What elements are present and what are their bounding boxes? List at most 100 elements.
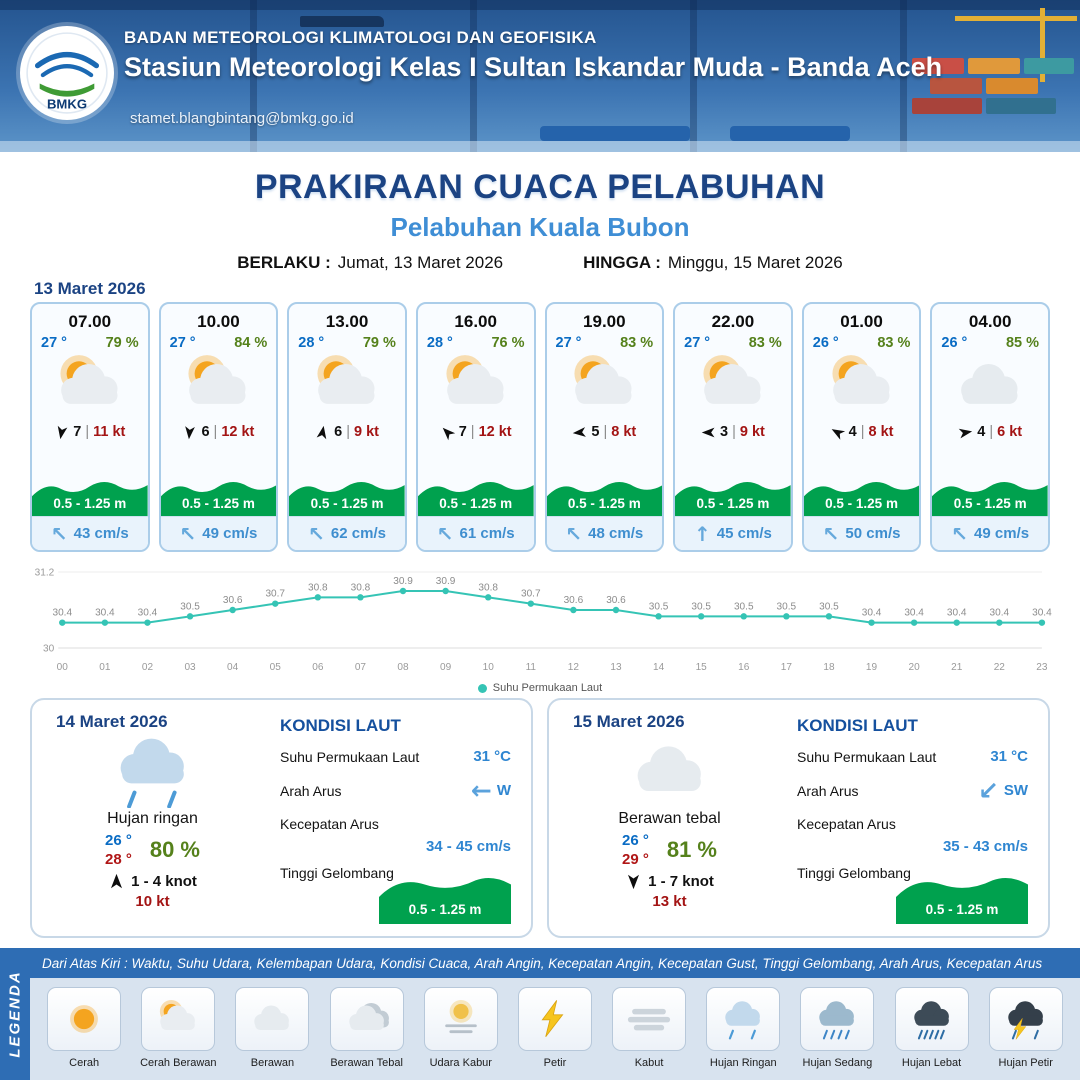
wind-row: 3 | 9 kt <box>701 420 765 444</box>
valid-from-label: BERLAKU : <box>237 253 331 272</box>
wave-height-band: 0.5 - 1.25 m <box>160 474 277 516</box>
svg-text:30.6: 30.6 <box>606 595 626 606</box>
cerah-berawan-icon <box>151 998 205 1040</box>
svg-text:30.7: 30.7 <box>521 589 541 600</box>
wave-height-row: Tinggi Gelombang <box>797 865 1028 881</box>
wind-speed: 6 <box>201 424 210 440</box>
svg-text:23: 23 <box>1036 662 1048 673</box>
temp-humidity-row: 26 ° 83 % <box>804 332 920 351</box>
daily-wind-row: 1 - 4 knot <box>40 873 265 890</box>
svg-text:30.8: 30.8 <box>351 582 371 593</box>
page-title: PRAKIRAAN CUACA PELABUHAN <box>254 168 826 206</box>
temp-humidity-row: 27 ° 79 % <box>32 332 148 351</box>
legend-label: Berawan <box>250 1057 295 1069</box>
weather-condition: Hujan ringan <box>107 810 198 827</box>
current-speed-label: Kecepatan Arus <box>280 816 379 832</box>
sea-conditions-title: KONDISI LAUT <box>280 716 401 735</box>
wind-row: 4 | 8 kt <box>830 420 893 444</box>
current-row: ↑ 45 cm/s <box>675 516 791 550</box>
svg-text:16: 16 <box>738 662 750 673</box>
wind-direction-icon <box>572 424 588 440</box>
daily-date: 14 Maret 2026 <box>56 712 168 731</box>
wind-row: 7 | 11 kt <box>54 420 125 444</box>
sst-value: 31 °C <box>473 748 511 765</box>
current-row: ↖ 49 cm/s <box>160 516 277 550</box>
wave-shape <box>160 482 277 516</box>
air-temperature: 27 ° <box>41 335 67 351</box>
air-temperature: 27 ° <box>169 335 196 351</box>
svg-text:07: 07 <box>355 662 367 673</box>
wave-shape <box>32 482 148 516</box>
sst-row: Suhu Permukaan Laut 31 °C <box>280 748 511 765</box>
legend-item: Hujan Sedang <box>793 987 881 1080</box>
wind-row: 5 | 8 kt <box>572 420 636 444</box>
wind-separator: | <box>213 424 218 440</box>
current-direction-icon: ↙ <box>977 776 999 805</box>
current-direction-icon: ↖ <box>179 521 197 546</box>
wind-direction-icon <box>314 423 331 440</box>
wave-height-band: 0.5 - 1.25 m <box>803 474 920 516</box>
svg-text:30.4: 30.4 <box>138 608 158 619</box>
current-direction-label: Arah Arus <box>797 782 859 799</box>
container-box <box>986 98 1056 114</box>
svg-text:30.4: 30.4 <box>1032 608 1052 619</box>
gust-speed: 11 kt <box>93 424 126 440</box>
svg-text:30.4: 30.4 <box>95 608 115 619</box>
air-temperature: 27 ° <box>555 335 582 351</box>
legend-tile <box>988 987 1063 1051</box>
forecast-card: 04.00 26 ° 85 % 4 | 6 kt 0.5 - 1.25 m ↖ … <box>930 302 1050 552</box>
window-mullion <box>250 0 257 152</box>
cerah-berawan-icon <box>689 352 777 420</box>
wave-shape <box>417 482 534 516</box>
current-direction-icon: ↑ <box>694 521 711 546</box>
legend-item: Berawan Tebal <box>323 987 411 1080</box>
cerah-icon <box>57 998 111 1040</box>
hujan-ringan-icon <box>101 734 205 808</box>
sea-conditions-panel: KONDISI LAUT Suhu Permukaan Laut 31 °C A… <box>797 716 1028 924</box>
legend-label: Hujan Petir <box>998 1057 1053 1069</box>
ship-silhouette <box>300 16 384 27</box>
humidity: 85 % <box>1005 335 1039 351</box>
valid-until-value: Minggu, 15 Maret 2026 <box>667 253 843 272</box>
legend-tile <box>800 987 875 1051</box>
container-box <box>968 58 1020 74</box>
current-speed: 61 cm/s <box>459 525 515 542</box>
gust-speed: 6 kt <box>997 424 1023 440</box>
wind-separator: | <box>989 424 994 440</box>
humidity: 84 % <box>234 335 268 351</box>
bmkg-logo-text: BMKG <box>47 97 87 112</box>
legend-tile <box>235 987 310 1051</box>
bmkg-logo: BMKG <box>20 26 114 120</box>
valid-until: HINGGA : Minggu, 15 Maret 2026 <box>583 253 843 273</box>
valid-from-value: Jumat, 13 Maret 2026 <box>337 253 504 272</box>
sea-conditions-panel: KONDISI LAUT Suhu Permukaan Laut 31 °C A… <box>280 716 511 924</box>
current-direction-icon: ↖ <box>565 521 583 546</box>
wave-height-value: 0.5 - 1.25 m <box>925 902 999 917</box>
svg-text:30.5: 30.5 <box>691 601 711 612</box>
legend-label: Cerah Berawan <box>140 1057 217 1069</box>
forecast-card: 22.00 27 ° 83 % 3 | 9 kt 0.5 - 1.25 m ↑ … <box>673 302 793 552</box>
forecast-time: 19.00 <box>583 312 626 331</box>
current-speed: 43 cm/s <box>73 525 129 542</box>
legend-item: Cerah Berawan <box>134 987 222 1080</box>
temp-min: 26 ° <box>621 832 649 849</box>
temp-humidity-row: 28 ° 79 % <box>289 332 405 351</box>
wave-height-value: 0.5 - 1.25 m <box>310 496 384 511</box>
gust-speed: 12 kt <box>221 424 255 440</box>
validity-row: BERLAKU : Jumat, 13 Maret 2026 HINGGA : Mi… <box>0 253 1080 273</box>
temp-humidity-row: 26 ° 85 % <box>932 332 1048 351</box>
wind-separator: | <box>860 424 865 440</box>
temp-humidity-row: 27 ° 84 % <box>161 332 277 351</box>
wave-shape <box>675 482 791 516</box>
svg-text:30.9: 30.9 <box>393 576 413 587</box>
current-speed: 49 cm/s <box>202 525 258 542</box>
current-speed-row: Kecepatan Arus <box>280 816 511 832</box>
seat-row <box>730 126 850 141</box>
chart-legend: Suhu Permukaan Laut <box>26 682 1054 694</box>
forecast-date-label: 13 Maret 2026 <box>34 279 146 298</box>
svg-text:09: 09 <box>440 662 452 673</box>
temp-min: 26 ° <box>104 832 132 849</box>
legend-tile <box>47 987 122 1051</box>
legend-label: Kabut <box>634 1057 664 1069</box>
current-direction-value: SW <box>1003 782 1028 799</box>
